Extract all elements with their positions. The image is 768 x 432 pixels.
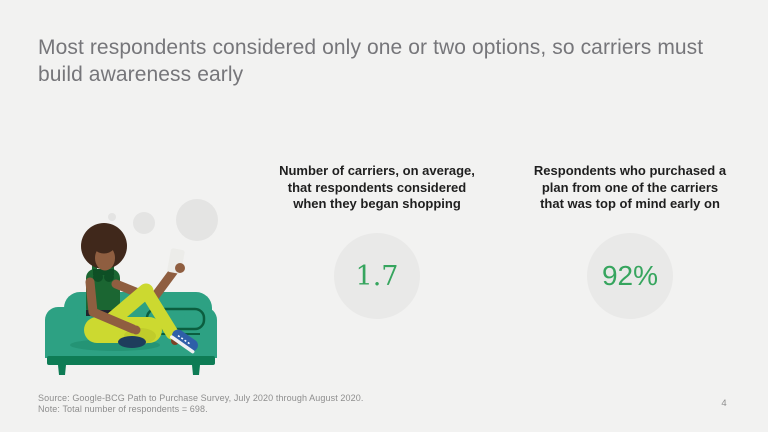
stat-top-of-mind-purchase: Respondents who purchased a plan from on… [520, 163, 740, 319]
page-number: 4 [721, 398, 727, 409]
sneaker [170, 329, 198, 354]
stat-circle-carriers: 1.7 [334, 233, 420, 319]
thought-bubbles-icon [108, 199, 218, 241]
stat-value-carriers: 1.7 [355, 260, 399, 292]
slide-footer: Source: Google-BCG Path to Purchase Surv… [38, 393, 363, 414]
stat-label-purchase: Respondents who purchased a plan from on… [533, 163, 727, 211]
stat-value-purchase: 92% [601, 260, 659, 291]
source-note: Source: Google-BCG Path to Purchase Surv… [38, 393, 364, 403]
respondents-note: Note: Total number of respondents = 698. [38, 403, 208, 414]
stat-carriers-considered: Number of carriers, on average, that res… [267, 163, 487, 319]
slide-title: Most respondents considered only one or … [38, 36, 704, 86]
person-graphic [81, 223, 198, 354]
stat-label-carriers: Number of carriers, on average, that res… [279, 163, 475, 211]
person-on-couch-illustration [45, 199, 218, 375]
stat-circle-purchase: 92% [587, 233, 673, 319]
